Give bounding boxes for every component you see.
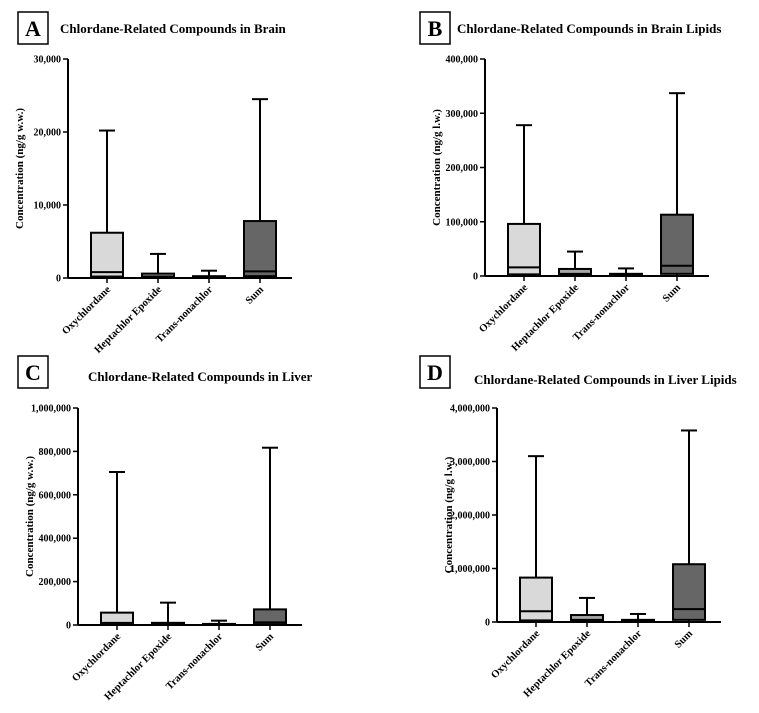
y-tick-label: 3,000,000: [450, 457, 490, 468]
panel-label: A: [25, 16, 41, 41]
x-tick-label: Oxychlordane: [477, 282, 530, 335]
chart-title: Chlordane-Related Compounds in Brain: [60, 21, 286, 36]
chart-title: Chlordane-Related Compounds in Brain Lip…: [457, 21, 721, 36]
box: [660, 213, 694, 275]
y-tick-label: 1,000,000: [450, 564, 490, 575]
panel-label: C: [25, 360, 41, 385]
box: [558, 267, 592, 277]
panel-label: D: [427, 360, 443, 385]
panel-label: B: [428, 16, 443, 41]
y-tick-label: 0: [66, 621, 71, 632]
box: [507, 222, 541, 276]
chart-title: Chlordane-Related Compounds in Liver: [88, 369, 312, 384]
chart-title: Chlordane-Related Compounds in Liver Lip…: [474, 372, 737, 387]
panel-box: [17, 11, 49, 45]
box: [100, 611, 134, 626]
y-tick-label: 0: [473, 272, 478, 283]
y-tick-label: 200,000: [39, 577, 72, 588]
x-tick-label: Trans-nonachlor: [154, 284, 215, 345]
y-tick-label: 1,000,000: [31, 404, 71, 415]
y-tick-label: 200,000: [446, 163, 479, 174]
y-tick-label: 0: [485, 618, 490, 629]
x-tick-label: Oxychlordane: [60, 284, 113, 337]
box: [243, 220, 277, 278]
y-tick-label: 600,000: [39, 490, 72, 501]
x-tick-label: Sum: [254, 631, 276, 653]
box: [570, 614, 604, 623]
y-axis-label: Concentration (ng/g w.w.): [24, 456, 36, 577]
x-tick-label: Trans-nonachlor: [164, 631, 225, 692]
x-tick-label: Sum: [673, 628, 695, 650]
y-tick-label: 30,000: [34, 55, 62, 66]
x-tick-label: Trans-nonachlor: [583, 628, 644, 689]
y-axis-label: Concentration (ng/g l.w.): [431, 109, 443, 226]
y-tick-label: 4,000,000: [450, 404, 490, 415]
panel-box: [419, 355, 451, 389]
y-axis-label: Concentration (ng/g w.w.): [14, 108, 26, 229]
box: [519, 576, 553, 622]
x-tick-label: Sum: [661, 282, 683, 304]
y-tick-label: 400,000: [39, 534, 72, 545]
x-tick-label: Trans-nonachlor: [571, 282, 632, 343]
y-axis-label: Concentration (ng/g l.w.): [443, 456, 455, 573]
y-tick-label: 300,000: [446, 109, 479, 120]
x-tick-label: Sum: [244, 284, 266, 306]
box: [672, 563, 706, 621]
y-tick-label: 100,000: [446, 217, 479, 228]
x-tick-label: Oxychlordane: [70, 631, 123, 684]
box: [253, 608, 287, 626]
panel-box: [419, 11, 451, 45]
y-tick-label: 2,000,000: [450, 511, 490, 522]
y-tick-label: 400,000: [446, 55, 479, 66]
x-tick-label: Oxychlordane: [489, 628, 542, 681]
panel-box: [17, 355, 49, 389]
box: [90, 231, 124, 278]
y-tick-label: 800,000: [39, 447, 72, 458]
y-tick-label: 20,000: [34, 128, 62, 139]
y-tick-label: 0: [56, 274, 61, 285]
y-tick-label: 10,000: [34, 201, 62, 212]
